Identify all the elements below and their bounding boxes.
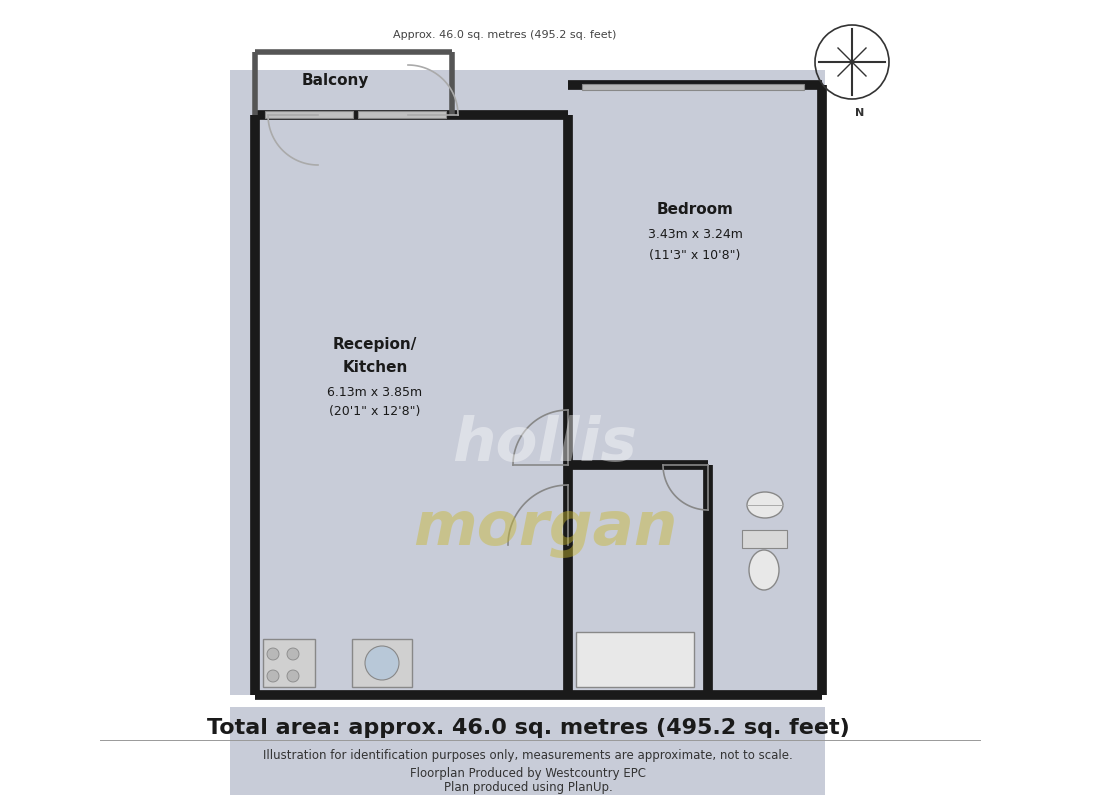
Bar (358, 111, 446, 118)
Bar (263, 639, 315, 687)
Text: Plan produced using PlanUp.: Plan produced using PlanUp. (443, 781, 613, 794)
Text: Balcony: Balcony (301, 73, 368, 87)
Circle shape (365, 646, 399, 680)
Text: N: N (856, 108, 865, 118)
Bar (230, 707, 825, 795)
Bar (576, 632, 694, 687)
Ellipse shape (747, 492, 783, 518)
Bar (582, 84, 804, 90)
Text: morgan: morgan (412, 498, 678, 558)
Circle shape (267, 648, 279, 660)
Text: Illustration for identification purposes only, measurements are approximate, not: Illustration for identification purposes… (263, 750, 793, 762)
Text: Total area: approx. 46.0 sq. metres (495.2 sq. feet): Total area: approx. 46.0 sq. metres (495… (207, 718, 849, 738)
Text: Bedroom: Bedroom (657, 202, 734, 218)
Text: Recepion/: Recepion/ (333, 338, 417, 353)
Ellipse shape (749, 550, 779, 590)
Circle shape (287, 648, 299, 660)
Text: 3.43m x 3.24m: 3.43m x 3.24m (648, 229, 742, 242)
Text: 6.13m x 3.85m: 6.13m x 3.85m (328, 386, 422, 398)
Bar (230, 70, 825, 695)
Bar (265, 111, 353, 118)
Text: hollis: hollis (452, 415, 637, 474)
Circle shape (267, 670, 279, 682)
Text: (20'1" x 12'8"): (20'1" x 12'8") (329, 406, 420, 418)
Text: Floorplan Produced by Westcountry EPC: Floorplan Produced by Westcountry EPC (410, 767, 646, 781)
Circle shape (287, 670, 299, 682)
Bar (352, 639, 412, 687)
Text: Kitchen: Kitchen (342, 361, 408, 375)
Bar (742, 530, 786, 548)
Text: (11'3" x 10'8"): (11'3" x 10'8") (649, 249, 740, 262)
Text: Approx. 46.0 sq. metres (495.2 sq. feet): Approx. 46.0 sq. metres (495.2 sq. feet) (394, 30, 617, 40)
